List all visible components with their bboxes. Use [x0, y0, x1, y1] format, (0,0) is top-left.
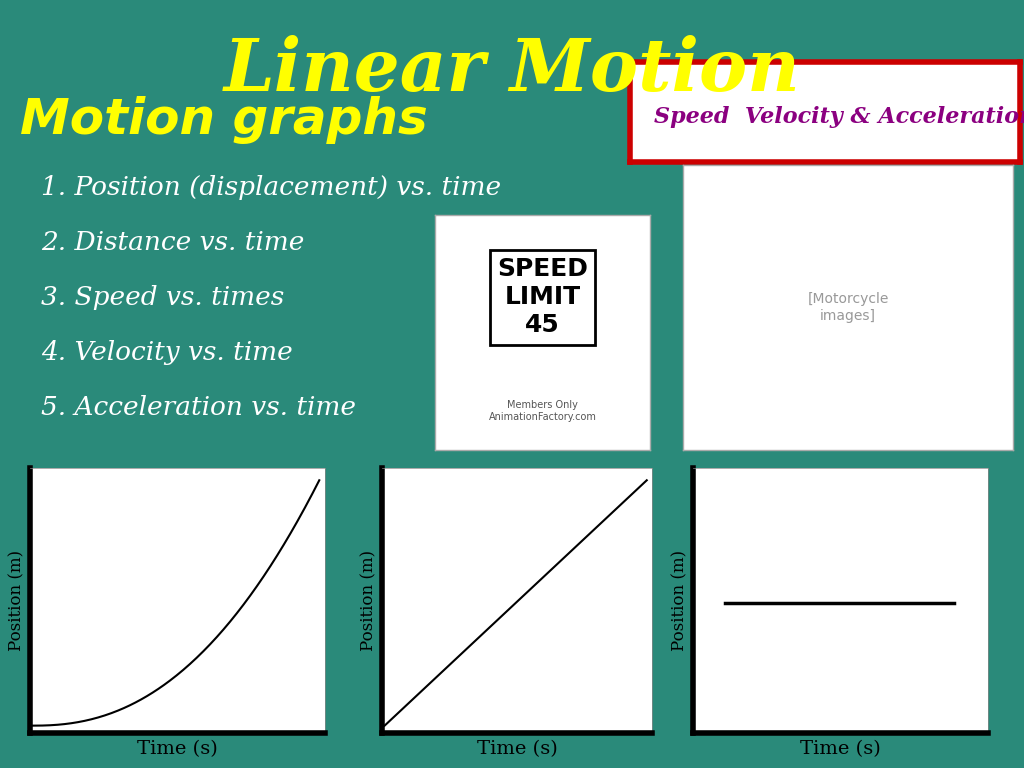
X-axis label: Time (s): Time (s): [800, 740, 881, 758]
Y-axis label: Position (m): Position (m): [672, 550, 689, 651]
X-axis label: Time (s): Time (s): [476, 740, 557, 758]
Text: SPEED
LIMIT
45: SPEED LIMIT 45: [497, 257, 588, 337]
Text: 3. Speed vs. times: 3. Speed vs. times: [41, 285, 285, 310]
Text: 2. Distance vs. time: 2. Distance vs. time: [41, 230, 304, 255]
Text: [Motorcycle
images]: [Motorcycle images]: [807, 293, 889, 323]
Y-axis label: Position (m): Position (m): [9, 550, 26, 651]
Text: Speed  Velocity & Acceleration: Speed Velocity & Acceleration: [654, 106, 1024, 128]
Text: Members Only
AnimationFactory.com: Members Only AnimationFactory.com: [488, 400, 596, 422]
Text: Linear Motion: Linear Motion: [223, 35, 801, 105]
Text: 4. Velocity vs. time: 4. Velocity vs. time: [41, 340, 293, 365]
X-axis label: Time (s): Time (s): [137, 740, 218, 758]
Text: 5. Acceleration vs. time: 5. Acceleration vs. time: [41, 395, 356, 420]
Y-axis label: Position (m): Position (m): [360, 550, 378, 651]
Text: 1. Position (displacement) vs. time: 1. Position (displacement) vs. time: [41, 175, 501, 200]
Text: Motion graphs: Motion graphs: [20, 96, 428, 144]
